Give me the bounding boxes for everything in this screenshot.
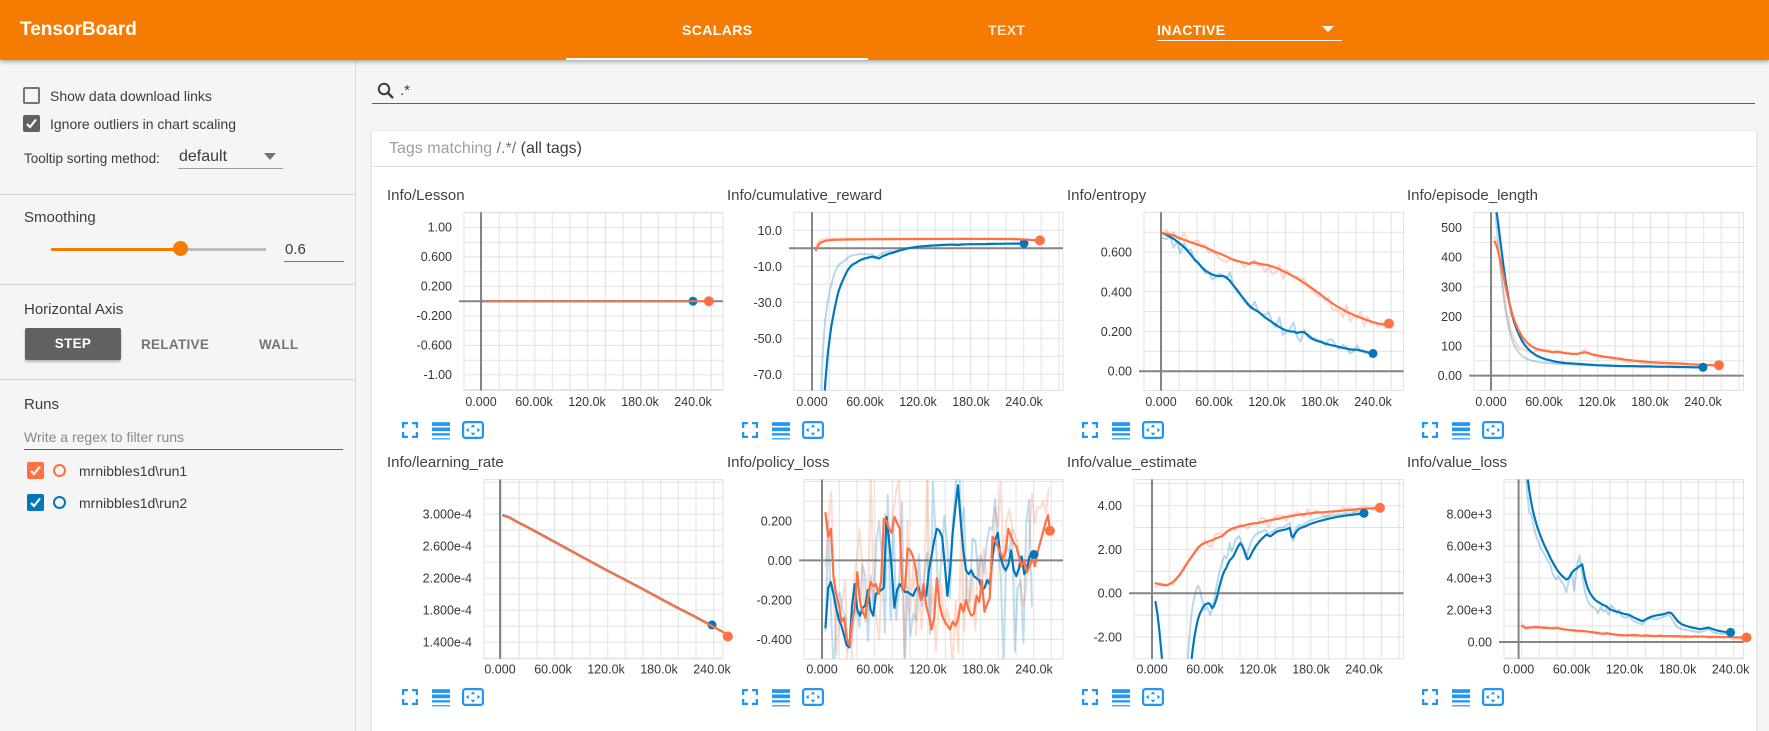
svg-text:0.000: 0.000 (1503, 662, 1534, 676)
svg-text:240.0k: 240.0k (674, 395, 712, 409)
svg-text:-10.0: -10.0 (754, 260, 783, 274)
svg-text:60.00k: 60.00k (1195, 395, 1233, 409)
svg-text:180.0k: 180.0k (640, 662, 678, 676)
svg-text:120.0k: 120.0k (909, 662, 947, 676)
svg-text:0.200: 0.200 (761, 514, 792, 528)
svg-text:240.0k: 240.0k (1005, 395, 1043, 409)
svg-text:0.000: 0.000 (796, 395, 827, 409)
svg-text:10.0: 10.0 (758, 224, 782, 238)
svg-text:-0.600: -0.600 (417, 339, 452, 353)
svg-text:0.000: 0.000 (465, 395, 496, 409)
svg-text:0.600: 0.600 (1101, 246, 1132, 260)
svg-text:240.0k: 240.0k (1684, 395, 1722, 409)
svg-text:240.0k: 240.0k (1712, 662, 1750, 676)
svg-text:120.0k: 120.0k (1248, 395, 1286, 409)
svg-text:1.00: 1.00 (428, 221, 452, 235)
svg-text:0.00: 0.00 (1108, 365, 1132, 379)
svg-text:-1.00: -1.00 (424, 368, 453, 382)
svg-text:2.00e+3: 2.00e+3 (1446, 604, 1492, 618)
svg-text:0.600: 0.600 (421, 250, 452, 264)
svg-text:-2.00: -2.00 (1094, 631, 1123, 645)
svg-text:0.00: 0.00 (768, 554, 792, 568)
svg-text:2.200e-4: 2.200e-4 (423, 572, 472, 586)
svg-text:0.000: 0.000 (484, 662, 515, 676)
svg-text:180.0k: 180.0k (952, 395, 990, 409)
svg-text:0.000: 0.000 (1475, 395, 1506, 409)
svg-text:0.400: 0.400 (1101, 285, 1132, 299)
svg-text:60.00k: 60.00k (846, 395, 884, 409)
svg-text:60.00k: 60.00k (1553, 662, 1591, 676)
svg-text:2.00: 2.00 (1098, 543, 1122, 557)
svg-text:60.00k: 60.00k (856, 662, 894, 676)
svg-text:180.0k: 180.0k (1292, 662, 1330, 676)
svg-text:8.00e+3: 8.00e+3 (1446, 508, 1492, 522)
svg-text:120.0k: 120.0k (1606, 662, 1644, 676)
svg-text:60.00k: 60.00k (515, 395, 553, 409)
svg-text:120.0k: 120.0k (1239, 662, 1277, 676)
svg-text:-0.400: -0.400 (757, 633, 792, 647)
svg-text:300: 300 (1441, 280, 1462, 294)
svg-text:0.200: 0.200 (421, 280, 452, 294)
svg-text:120.0k: 120.0k (1578, 395, 1616, 409)
svg-text:500: 500 (1441, 221, 1462, 235)
svg-text:2.600e-4: 2.600e-4 (423, 540, 472, 554)
svg-text:-70.0: -70.0 (754, 368, 783, 382)
svg-text:-30.0: -30.0 (754, 296, 783, 310)
svg-text:0.000: 0.000 (1136, 662, 1167, 676)
svg-text:0.200: 0.200 (1101, 325, 1132, 339)
svg-text:1.400e-4: 1.400e-4 (423, 636, 472, 650)
svg-text:100: 100 (1441, 340, 1462, 354)
svg-text:400: 400 (1441, 251, 1462, 265)
svg-text:0.000: 0.000 (806, 662, 837, 676)
svg-text:3.000e-4: 3.000e-4 (423, 508, 472, 522)
svg-text:0.00: 0.00 (1468, 636, 1492, 650)
svg-text:60.00k: 60.00k (1525, 395, 1563, 409)
svg-text:-50.0: -50.0 (754, 332, 783, 346)
svg-text:120.0k: 120.0k (899, 395, 937, 409)
svg-text:240.0k: 240.0k (1015, 662, 1053, 676)
svg-text:180.0k: 180.0k (1631, 395, 1669, 409)
svg-text:240.0k: 240.0k (1354, 395, 1392, 409)
svg-text:4.00: 4.00 (1098, 499, 1122, 513)
svg-text:1.800e-4: 1.800e-4 (423, 604, 472, 618)
svg-text:60.00k: 60.00k (534, 662, 572, 676)
svg-text:6.00e+3: 6.00e+3 (1446, 540, 1492, 554)
svg-text:-0.200: -0.200 (417, 309, 452, 323)
svg-text:180.0k: 180.0k (621, 395, 659, 409)
svg-text:0.000: 0.000 (1145, 395, 1176, 409)
svg-text:120.0k: 120.0k (587, 662, 625, 676)
svg-text:4.00e+3: 4.00e+3 (1446, 572, 1492, 586)
svg-text:60.00k: 60.00k (1186, 662, 1224, 676)
svg-text:120.0k: 120.0k (568, 395, 606, 409)
svg-text:240.0k: 240.0k (693, 662, 731, 676)
svg-text:0.00: 0.00 (1098, 587, 1122, 601)
svg-text:-0.200: -0.200 (757, 593, 792, 607)
svg-text:180.0k: 180.0k (1301, 395, 1339, 409)
svg-text:180.0k: 180.0k (962, 662, 1000, 676)
svg-text:200: 200 (1441, 310, 1462, 324)
svg-text:240.0k: 240.0k (1345, 662, 1383, 676)
svg-text:0.00: 0.00 (1438, 369, 1462, 383)
svg-text:180.0k: 180.0k (1659, 662, 1697, 676)
